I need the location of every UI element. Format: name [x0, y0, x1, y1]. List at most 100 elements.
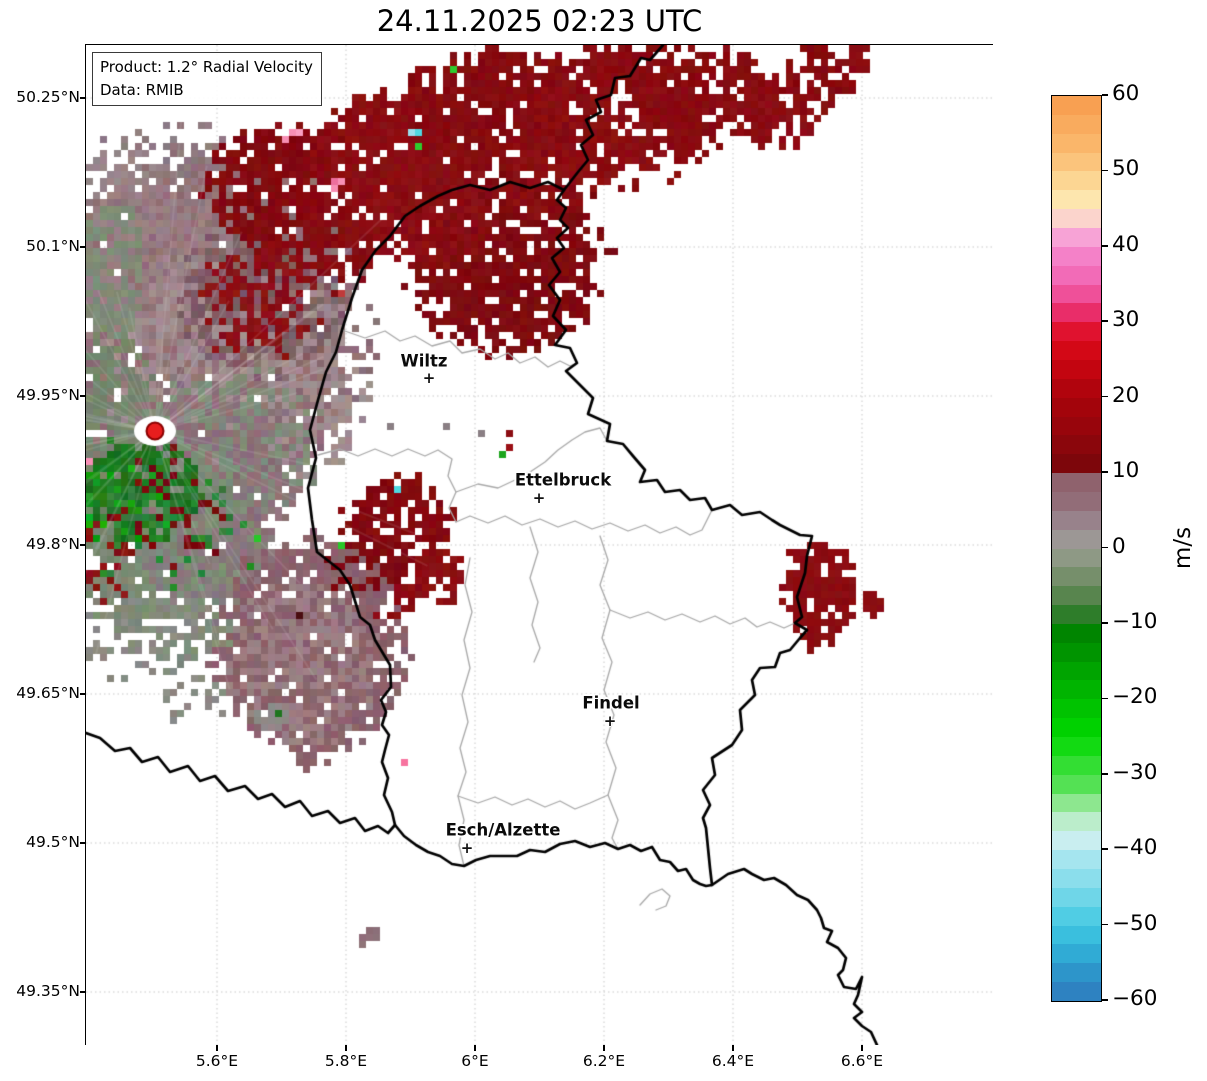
colorbar-segment [1052, 529, 1101, 549]
y-tick-mark [80, 97, 86, 99]
colorbar-segment [1052, 869, 1101, 889]
colorbar-tick-label: −30 [1112, 759, 1158, 785]
city-marker: + [422, 369, 436, 387]
colorbar-segment [1052, 925, 1101, 945]
y-tick-mark [80, 246, 86, 248]
x-tick-mark [603, 1045, 605, 1051]
colorbar-segment [1052, 567, 1101, 587]
city-label: Esch/Alzette [445, 820, 561, 840]
x-tick-mark [216, 1045, 218, 1051]
y-tick-label: 50.1°N [26, 237, 80, 255]
colorbar-segment [1052, 831, 1101, 851]
colorbar-segment [1052, 774, 1101, 795]
colorbar-segment [1052, 303, 1101, 323]
colorbar-tick-label: −20 [1112, 684, 1158, 710]
colorbar-tick-mark [1101, 923, 1108, 926]
city-label: Findel [582, 693, 640, 713]
colorbar-tick-label: 60 [1112, 81, 1140, 106]
colorbar-tick-mark [1101, 848, 1108, 850]
x-tick-label: 6.4°E [711, 1052, 755, 1070]
colorbar-segment [1052, 755, 1101, 776]
colorbar-segment [1052, 718, 1101, 738]
y-tick-label: 49.35°N [16, 982, 80, 1000]
x-tick-label: 6°E [461, 1052, 489, 1070]
colorbar-segment [1052, 227, 1101, 248]
x-tick-mark [861, 1045, 863, 1051]
colorbar-segment [1052, 906, 1101, 927]
colorbar-segment [1052, 793, 1101, 813]
x-tick-label: 5.8°E [324, 1052, 368, 1070]
colorbar-segment [1052, 96, 1101, 116]
colorbar-tick-mark [1101, 999, 1108, 1001]
colorbar-tick-mark [1101, 697, 1108, 700]
colorbar-tick-mark [1101, 395, 1108, 398]
colorbar-unit-label: m/s [1170, 526, 1196, 570]
colorbar-segment [1052, 416, 1101, 436]
colorbar-tick-label: −10 [1112, 608, 1158, 634]
colorbar-segment [1052, 548, 1101, 568]
colorbar-tick-mark [1101, 320, 1108, 323]
x-tick-label: 6.6°E [840, 1052, 884, 1070]
colorbar-tick-label: 50 [1112, 156, 1140, 182]
product-info-box: Product: 1.2° Radial Velocity Data: RMIB [92, 52, 322, 106]
colorbar [1051, 95, 1102, 1002]
y-tick-mark [80, 395, 86, 397]
colorbar-tick-mark [1101, 94, 1108, 96]
colorbar-tick-mark [1101, 772, 1108, 775]
colorbar-tick-mark [1101, 546, 1108, 549]
colorbar-tick-label: −50 [1112, 910, 1158, 936]
colorbar-segment [1052, 850, 1101, 870]
colorbar-segment [1052, 473, 1101, 493]
radar-map-canvas [86, 45, 993, 1045]
colorbar-segment [1052, 605, 1101, 625]
city-marker: + [532, 489, 546, 507]
city-label: Wiltz [400, 351, 448, 371]
colorbar-segment [1052, 491, 1101, 512]
colorbar-tick-label: 20 [1112, 382, 1140, 408]
colorbar-tick-label: 10 [1112, 458, 1140, 484]
y-tick-label: 50.25°N [16, 88, 80, 106]
colorbar-segment [1052, 510, 1101, 531]
colorbar-segment [1052, 737, 1101, 757]
colorbar-segment [1052, 265, 1101, 286]
colorbar-segment [1052, 435, 1101, 455]
y-tick-mark [80, 991, 86, 993]
colorbar-segment [1052, 397, 1101, 417]
colorbar-segment [1052, 322, 1101, 342]
y-tick-mark [80, 544, 86, 546]
colorbar-segment [1052, 190, 1101, 210]
y-tick-mark [80, 693, 86, 695]
colorbar-segment [1052, 284, 1101, 304]
colorbar-segment [1052, 246, 1101, 267]
city-label: Ettelbruck [514, 470, 612, 490]
colorbar-tick-mark [1101, 622, 1108, 624]
x-tick-mark [732, 1045, 734, 1051]
x-tick-label: 5.6°E [195, 1052, 239, 1070]
colorbar-segment [1052, 209, 1101, 229]
colorbar-tick-label: 30 [1112, 307, 1140, 333]
colorbar-segment [1052, 982, 1101, 1002]
colorbar-segment [1052, 680, 1101, 700]
colorbar-segment [1052, 133, 1101, 154]
city-marker: + [460, 839, 474, 857]
colorbar-segment [1052, 661, 1101, 681]
colorbar-segment [1052, 963, 1101, 983]
y-tick-mark [80, 842, 86, 844]
colorbar-segment [1052, 944, 1101, 964]
colorbar-segment [1052, 171, 1101, 191]
colorbar-segment [1052, 887, 1101, 908]
city-marker: + [603, 712, 617, 730]
colorbar-tick-mark [1101, 471, 1108, 473]
colorbar-segment [1052, 454, 1101, 474]
colorbar-segment [1052, 642, 1101, 663]
colorbar-tick-mark [1101, 245, 1108, 247]
colorbar-tick-label: −60 [1112, 986, 1158, 1011]
colorbar-segment [1052, 152, 1101, 172]
colorbar-segment [1052, 378, 1101, 399]
colorbar-tick-label: 40 [1112, 231, 1140, 257]
x-tick-mark [345, 1045, 347, 1051]
data-source-label: Data: RMIB [100, 80, 184, 99]
colorbar-segment [1052, 359, 1101, 380]
colorbar-segment [1052, 812, 1101, 832]
